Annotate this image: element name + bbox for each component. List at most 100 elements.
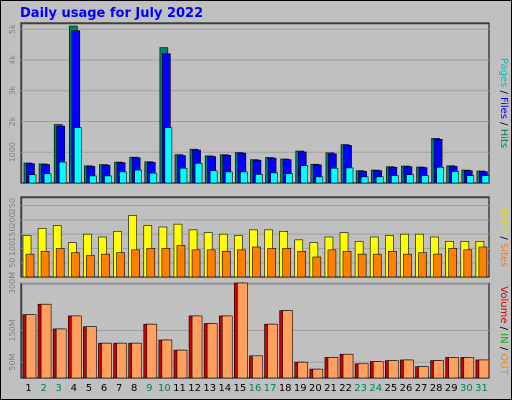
panel-2-y-tick-label: 50M (8, 354, 17, 371)
panel-1-bar-sites-day-8 (131, 249, 140, 278)
x-tick-label-day-21: 21 (324, 383, 337, 394)
panel-0-y-tick-label: 3k (8, 85, 17, 95)
panel-0-bar-pages-day-12 (194, 163, 203, 184)
panel-2-bar-out-day-13 (206, 323, 218, 379)
panel-0-bar-pages-day-10 (164, 127, 173, 184)
panel-0-bar-pages-day-17 (270, 172, 278, 184)
x-tick-label-day-16: 16 (249, 383, 262, 394)
panel-2-y-tick-label: 300M (8, 272, 17, 294)
panel-1-bar-sites-day-11 (176, 245, 186, 278)
panel-1-bar-sites-day-18 (282, 248, 291, 278)
panel-1-bar-sites-day-17 (267, 248, 276, 278)
panel-2-bar-out-day-28 (433, 360, 444, 379)
panel-2-y-tick-label: 150M (8, 319, 17, 341)
panel-1-bar-sites-day-16 (252, 246, 261, 278)
panel-1-bar-sites-day-23 (357, 253, 367, 278)
panel-1-bar-sites-day-24 (372, 253, 382, 278)
panel-1-bar-sites-day-5 (86, 255, 95, 278)
panel-0-bar-pages-day-7 (119, 171, 127, 184)
panel-0-bar-pages-day-9 (149, 172, 158, 184)
panel-1-bar-sites-day-14 (221, 250, 231, 278)
panel-0-legend-item-3: / (498, 119, 509, 129)
panel-0-bar-pages-day-20 (315, 176, 324, 184)
panel-0-bar-pages-day-22 (345, 167, 354, 184)
panel-0-bar-pages-day-5 (89, 175, 97, 184)
panel-0-bar-pages-day-4 (73, 127, 82, 184)
panel-1-bar-sites-day-28 (433, 253, 442, 278)
panel-0-bar-pages-day-13 (209, 170, 218, 184)
panel-0-y-tick-label: 5k (8, 24, 17, 34)
panel-0-bar-pages-day-25 (391, 175, 399, 184)
panel-1-y-tick-label: 50 (8, 258, 17, 268)
panel-0-bar-pages-day-18 (285, 173, 293, 184)
panel-1-bar-sites-day-6 (101, 253, 110, 278)
panel-0-bar-pages-day-15 (240, 171, 248, 184)
x-tick-label-day-29: 29 (445, 383, 458, 394)
panel-2-bar-out-day-14 (221, 315, 233, 379)
panel-2-bar-out-day-11 (176, 349, 188, 379)
x-tick-label-day-18: 18 (279, 383, 292, 394)
panel-1-legend-item-2: Sites (498, 243, 509, 267)
panel-1-bar-sites-day-29 (448, 248, 458, 278)
panel-1-bar-sites-day-30 (463, 249, 473, 278)
x-tick-label-day-27: 27 (415, 383, 428, 394)
panel-2-bar-out-day-16 (252, 355, 263, 379)
panel-1-bar-sites-day-1 (25, 253, 35, 278)
panel-0-bar-pages-day-2 (43, 173, 52, 184)
panel-2-bar-out-day-29 (448, 357, 460, 379)
panel-2-bar-out-day-4 (70, 315, 82, 379)
panel-2-bar-out-day-23 (357, 363, 369, 379)
panel-2-bar-out-day-30 (463, 357, 475, 379)
x-tick-label-day-12: 12 (188, 383, 201, 394)
panel-0-bar-pages-day-19 (300, 165, 309, 184)
x-tick-label-day-13: 13 (203, 383, 216, 394)
panel-2-bar-out-day-25 (388, 360, 399, 379)
panel-2-bar-out-day-31 (478, 359, 490, 379)
panel-0-bar-pages-day-27 (421, 175, 429, 184)
panel-0-y-tick-label: 1000 (8, 142, 17, 162)
panel-0-legend-item-2: Files (498, 97, 509, 119)
panel-2-bar-out-day-8 (131, 342, 142, 379)
panel-0-legend-item-0: Pages (498, 58, 509, 87)
panel-0-plot-area (20, 22, 490, 184)
panel-1-bar-sites-day-25 (388, 250, 397, 278)
panel-2-bar-out-day-7 (116, 342, 127, 379)
panel-2-bar-out-day-26 (403, 359, 414, 379)
panel-2-bar-out-day-27 (418, 366, 429, 379)
panel-0-bar-pages-day-26 (406, 174, 414, 184)
panel-2-bar-out-day-22 (342, 353, 354, 379)
panel-1-bar-sites-day-27 (418, 252, 427, 278)
panel-1-bar-sites-day-31 (478, 246, 488, 278)
panel-1-bar-sites-day-21 (327, 249, 337, 278)
panel-0-bar-pages-day-30 (466, 175, 475, 184)
panel-2-bar-out-day-18 (282, 310, 293, 379)
panel-1-bar-sites-day-3 (55, 248, 65, 278)
x-tick-label-day-11: 11 (173, 383, 186, 394)
panel-0-bar-pages-day-16 (255, 174, 263, 184)
x-tick-label-day-6: 6 (101, 383, 107, 394)
panel-0-bar-pages-day-3 (58, 161, 67, 184)
panel-0-bar-pages-day-31 (481, 175, 490, 184)
panel-2-bar-out-day-2 (40, 303, 52, 379)
x-tick-label-day-26: 26 (400, 383, 413, 394)
panel-2-legend: Volume / IN / OUT (498, 286, 509, 375)
panel-1-y-tick-label: 200 (8, 212, 17, 227)
panel-1-legend-item-1: / (498, 233, 509, 243)
x-tick-label-day-28: 28 (430, 383, 443, 394)
panel-1-bar-sites-day-9 (146, 248, 156, 278)
panel-0-legend: Pages / Files / Hits (498, 58, 509, 148)
x-tick-label-day-22: 22 (339, 383, 352, 394)
x-tick-label-day-24: 24 (369, 383, 382, 394)
panel-0-y-tick-label: 2k (8, 116, 17, 126)
x-tick-label-day-9: 9 (146, 383, 152, 394)
x-tick-label-day-31: 31 (475, 383, 488, 394)
x-tick-label-day-10: 10 (158, 383, 171, 394)
x-tick-label-day-19: 19 (294, 383, 307, 394)
panel-1-bar-sites-day-19 (297, 250, 307, 278)
x-tick-label-day-30: 30 (460, 383, 473, 394)
panel-1-bar-sites-day-22 (342, 250, 352, 278)
panel-1-y-tick-label: 250 (8, 198, 17, 213)
panel-2-legend-item-2: IN (498, 333, 509, 343)
panel-2-bar-out-day-3 (55, 328, 67, 379)
